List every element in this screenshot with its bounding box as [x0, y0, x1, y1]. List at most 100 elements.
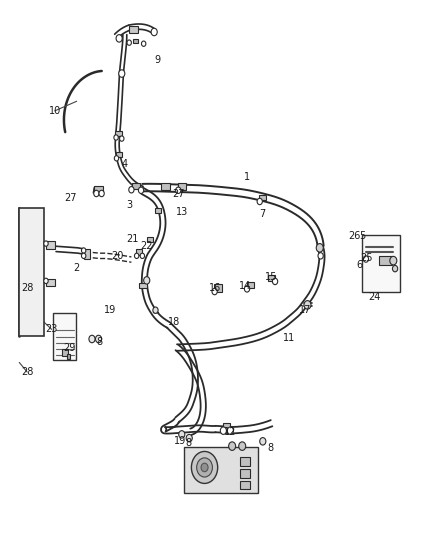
Circle shape	[99, 190, 104, 197]
Circle shape	[227, 427, 233, 434]
Text: 21: 21	[126, 235, 138, 244]
Circle shape	[127, 40, 131, 45]
Bar	[184, 448, 258, 492]
Bar	[116, 152, 122, 157]
Text: 27: 27	[65, 193, 77, 203]
Bar	[147, 237, 153, 242]
Text: 3: 3	[126, 200, 132, 209]
Bar	[362, 235, 399, 292]
Bar	[46, 279, 55, 286]
Text: 26: 26	[349, 231, 361, 240]
Circle shape	[95, 335, 102, 343]
Bar	[259, 195, 266, 200]
Bar	[379, 256, 392, 265]
Text: 8: 8	[185, 439, 191, 448]
Bar	[46, 241, 55, 249]
Text: 25: 25	[360, 253, 372, 263]
Circle shape	[179, 431, 185, 438]
Bar	[268, 275, 275, 281]
Circle shape	[272, 278, 278, 285]
Circle shape	[120, 136, 124, 141]
Bar	[129, 26, 138, 33]
Text: 16: 16	[208, 283, 221, 293]
Text: 20: 20	[111, 251, 124, 261]
Text: 19: 19	[104, 305, 117, 315]
Text: 22: 22	[141, 241, 153, 251]
Circle shape	[239, 442, 246, 450]
Text: 28: 28	[21, 367, 33, 377]
Text: 2: 2	[74, 263, 80, 273]
Circle shape	[186, 434, 192, 442]
Text: 11: 11	[283, 334, 295, 343]
Bar	[161, 183, 170, 190]
Circle shape	[244, 286, 250, 292]
Circle shape	[114, 156, 119, 161]
Bar	[155, 208, 161, 213]
Text: 17: 17	[299, 305, 311, 315]
Circle shape	[81, 253, 86, 259]
Bar	[67, 354, 70, 359]
Circle shape	[304, 301, 311, 309]
Circle shape	[229, 442, 236, 450]
Text: 4: 4	[122, 159, 128, 168]
Circle shape	[44, 278, 48, 284]
Circle shape	[176, 187, 181, 193]
Text: 14: 14	[239, 281, 251, 290]
Circle shape	[119, 70, 125, 77]
Circle shape	[316, 244, 323, 252]
Circle shape	[144, 277, 150, 284]
Circle shape	[134, 253, 139, 259]
Bar	[240, 469, 250, 478]
Circle shape	[197, 458, 212, 477]
Circle shape	[257, 198, 262, 205]
Circle shape	[151, 28, 157, 36]
Circle shape	[141, 41, 146, 46]
Text: 29: 29	[63, 343, 75, 352]
Circle shape	[392, 265, 398, 272]
Circle shape	[364, 256, 368, 262]
Text: 12: 12	[224, 427, 236, 437]
Text: 6: 6	[356, 261, 362, 270]
Text: 5: 5	[360, 231, 366, 240]
Bar	[115, 131, 122, 136]
Bar	[62, 350, 68, 356]
Bar	[132, 183, 140, 189]
Bar	[136, 249, 142, 255]
Bar	[84, 249, 90, 259]
Circle shape	[212, 288, 217, 295]
Text: 19: 19	[173, 437, 186, 446]
Text: 24: 24	[368, 293, 381, 302]
Circle shape	[44, 241, 48, 246]
Circle shape	[94, 190, 99, 197]
Text: 7: 7	[260, 209, 266, 219]
Text: 15: 15	[265, 272, 277, 282]
Circle shape	[138, 187, 144, 193]
Bar	[214, 284, 222, 292]
Circle shape	[116, 35, 122, 42]
Circle shape	[260, 438, 266, 445]
Circle shape	[140, 253, 145, 259]
Bar	[240, 481, 250, 489]
Text: 23: 23	[46, 325, 58, 334]
Bar	[240, 457, 250, 466]
Text: 13: 13	[176, 207, 188, 216]
Bar	[178, 183, 186, 190]
Bar	[94, 186, 103, 193]
Text: 10: 10	[49, 106, 61, 116]
Circle shape	[390, 256, 397, 265]
Text: 1: 1	[244, 172, 251, 182]
Circle shape	[114, 135, 118, 140]
Circle shape	[201, 463, 208, 472]
Bar	[247, 282, 254, 288]
Circle shape	[153, 307, 158, 313]
Circle shape	[81, 248, 86, 253]
Circle shape	[318, 253, 323, 259]
Circle shape	[191, 451, 218, 483]
Text: 27: 27	[173, 189, 185, 199]
Bar	[223, 423, 230, 430]
Circle shape	[220, 427, 226, 434]
Bar	[19, 208, 44, 336]
Circle shape	[89, 335, 95, 343]
Text: 8: 8	[268, 443, 274, 453]
Bar	[139, 283, 147, 288]
